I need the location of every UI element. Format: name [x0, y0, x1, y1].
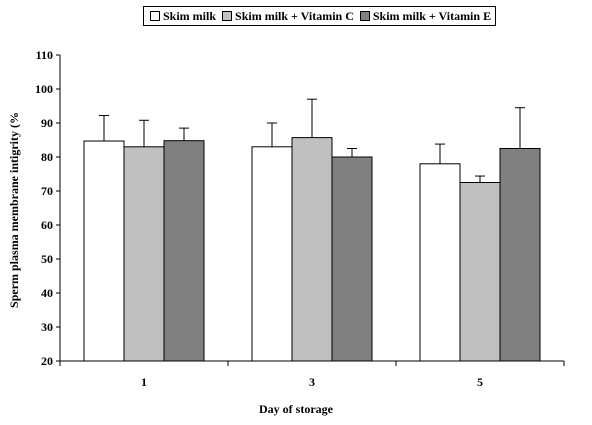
- bar-series-3-day-5: [499, 148, 541, 362]
- legend-item-vitamin-e: Skim milk + Vitamin E: [359, 8, 492, 24]
- bar-series-2-day-1: [123, 146, 165, 362]
- x-tick-label-day-3: 3: [309, 375, 315, 389]
- y-tick-label-60: 60: [41, 218, 53, 232]
- legend-swatch-vitamin-e: [359, 11, 370, 21]
- y-tick-label-50: 50: [41, 252, 53, 266]
- y-axis-label: Sperm plasma membrane intigrity (%: [7, 112, 21, 308]
- bar-series-1-day-5: [419, 163, 461, 362]
- x-axis-label: Day of storage: [259, 402, 334, 416]
- bar-series-3-day-1: [163, 140, 205, 362]
- y-tick-label-80: 80: [41, 150, 53, 164]
- y-tick-label-100: 100: [35, 82, 53, 96]
- bar-series-2-day-5: [459, 182, 501, 362]
- legend-item-vitamin-c: Skim milk + Vitamin C: [222, 9, 354, 24]
- bar-series-3-day-3: [331, 156, 373, 362]
- bar-series-1-day-1: [83, 140, 125, 362]
- y-tick-label-110: 110: [36, 48, 53, 62]
- bar-series-1-day-3: [251, 146, 293, 362]
- y-tick-label-90: 90: [41, 116, 53, 130]
- legend: Skim milk Skim milk + Vitamin C Skim mil…: [143, 6, 497, 26]
- y-tick-label-20: 20: [41, 354, 53, 368]
- y-tick-label-30: 30: [41, 320, 53, 334]
- x-tick-label-day-5: 5: [477, 375, 483, 389]
- legend-label-vitamin-e: Skim milk + Vitamin E: [372, 8, 492, 23]
- bar-series-2-day-3: [291, 137, 333, 362]
- x-tick-label-day-1: 1: [141, 375, 147, 389]
- legend-label-vitamin-c: Skim milk + Vitamin C: [235, 8, 354, 23]
- legend-label-skim-milk: Skim milk: [163, 8, 217, 23]
- legend-item-skim-milk: Skim milk: [150, 9, 216, 24]
- y-tick-label-40: 40: [41, 286, 53, 300]
- y-tick-label-70: 70: [41, 184, 53, 198]
- legend-swatch-vitamin-c: [222, 11, 233, 21]
- legend-swatch-skim-milk: [150, 11, 160, 21]
